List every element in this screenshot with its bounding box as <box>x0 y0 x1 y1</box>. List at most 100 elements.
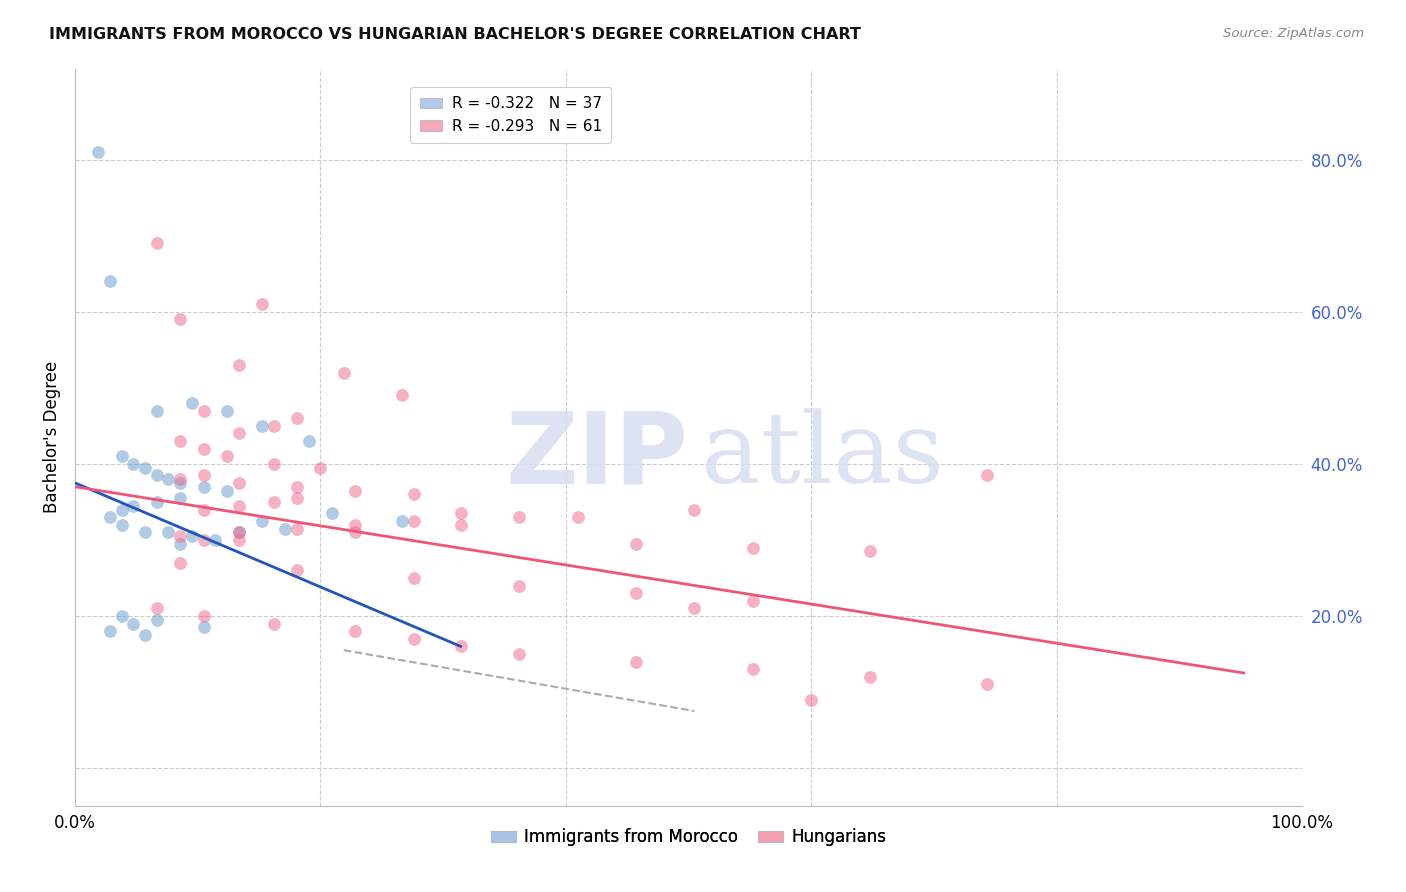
Point <box>169 475 191 490</box>
Point <box>250 297 273 311</box>
Point <box>193 502 215 516</box>
Point <box>215 403 238 417</box>
Point <box>157 472 180 486</box>
Point <box>741 594 763 608</box>
Text: atlas: atlas <box>700 408 943 504</box>
Point <box>391 514 413 528</box>
Point <box>683 502 706 516</box>
Point <box>741 662 763 676</box>
Point <box>122 457 145 471</box>
Point <box>146 403 169 417</box>
Point <box>146 495 169 509</box>
Point <box>683 601 706 615</box>
Point <box>250 514 273 528</box>
Point <box>204 533 226 547</box>
Point <box>98 510 121 524</box>
Point <box>169 537 191 551</box>
Point <box>859 544 882 558</box>
Point <box>344 525 367 540</box>
Point <box>193 442 215 456</box>
Point <box>263 418 285 433</box>
Point <box>215 450 238 464</box>
Point <box>508 578 530 592</box>
Point <box>321 506 343 520</box>
Point <box>111 517 134 532</box>
Point <box>169 529 191 543</box>
Text: Source: ZipAtlas.com: Source: ZipAtlas.com <box>1223 27 1364 40</box>
Point <box>976 468 998 483</box>
Point <box>134 525 156 540</box>
Y-axis label: Bachelor's Degree: Bachelor's Degree <box>44 361 60 514</box>
Point <box>111 609 134 624</box>
Point <box>976 677 998 691</box>
Point <box>344 624 367 639</box>
Point <box>285 411 308 425</box>
Point <box>285 491 308 505</box>
Point <box>87 145 110 160</box>
Point <box>859 670 882 684</box>
Text: ZIP: ZIP <box>506 408 689 504</box>
Point <box>111 450 134 464</box>
Point <box>215 483 238 498</box>
Point <box>285 480 308 494</box>
Point <box>122 499 145 513</box>
Point <box>146 601 169 615</box>
Point <box>344 483 367 498</box>
Point <box>98 624 121 639</box>
Point <box>228 499 250 513</box>
Point <box>228 525 250 540</box>
Point <box>402 487 425 501</box>
Point <box>298 434 321 449</box>
Point <box>169 472 191 486</box>
Point <box>180 529 202 543</box>
Point <box>98 274 121 288</box>
Point <box>624 655 647 669</box>
Point <box>193 403 215 417</box>
Point <box>344 517 367 532</box>
Point <box>146 236 169 251</box>
Point <box>285 563 308 577</box>
Point <box>309 460 332 475</box>
Point <box>285 522 308 536</box>
Point <box>169 312 191 326</box>
Text: IMMIGRANTS FROM MOROCCO VS HUNGARIAN BACHELOR'S DEGREE CORRELATION CHART: IMMIGRANTS FROM MOROCCO VS HUNGARIAN BAC… <box>49 27 860 42</box>
Point <box>169 556 191 570</box>
Point <box>402 571 425 585</box>
Point <box>450 640 472 654</box>
Point <box>800 692 823 706</box>
Point <box>402 514 425 528</box>
Point <box>193 533 215 547</box>
Point <box>193 609 215 624</box>
Point <box>402 632 425 646</box>
Point <box>333 366 356 380</box>
Point <box>508 510 530 524</box>
Point <box>450 506 472 520</box>
Point <box>193 480 215 494</box>
Point <box>274 522 297 536</box>
Point <box>134 460 156 475</box>
Point <box>567 510 589 524</box>
Point <box>146 613 169 627</box>
Point <box>250 418 273 433</box>
Point <box>228 426 250 441</box>
Point <box>624 537 647 551</box>
Point <box>146 468 169 483</box>
Point <box>111 502 134 516</box>
Point <box>193 468 215 483</box>
Point <box>624 586 647 600</box>
Point <box>228 358 250 372</box>
Point <box>263 616 285 631</box>
Point <box>263 495 285 509</box>
Point <box>169 491 191 505</box>
Point <box>157 525 180 540</box>
Point <box>193 620 215 634</box>
Point <box>134 628 156 642</box>
Legend: Immigrants from Morocco, Hungarians: Immigrants from Morocco, Hungarians <box>484 822 893 853</box>
Point <box>122 616 145 631</box>
Point <box>263 457 285 471</box>
Point <box>228 525 250 540</box>
Point <box>508 647 530 661</box>
Point <box>228 475 250 490</box>
Point <box>741 541 763 555</box>
Point <box>450 517 472 532</box>
